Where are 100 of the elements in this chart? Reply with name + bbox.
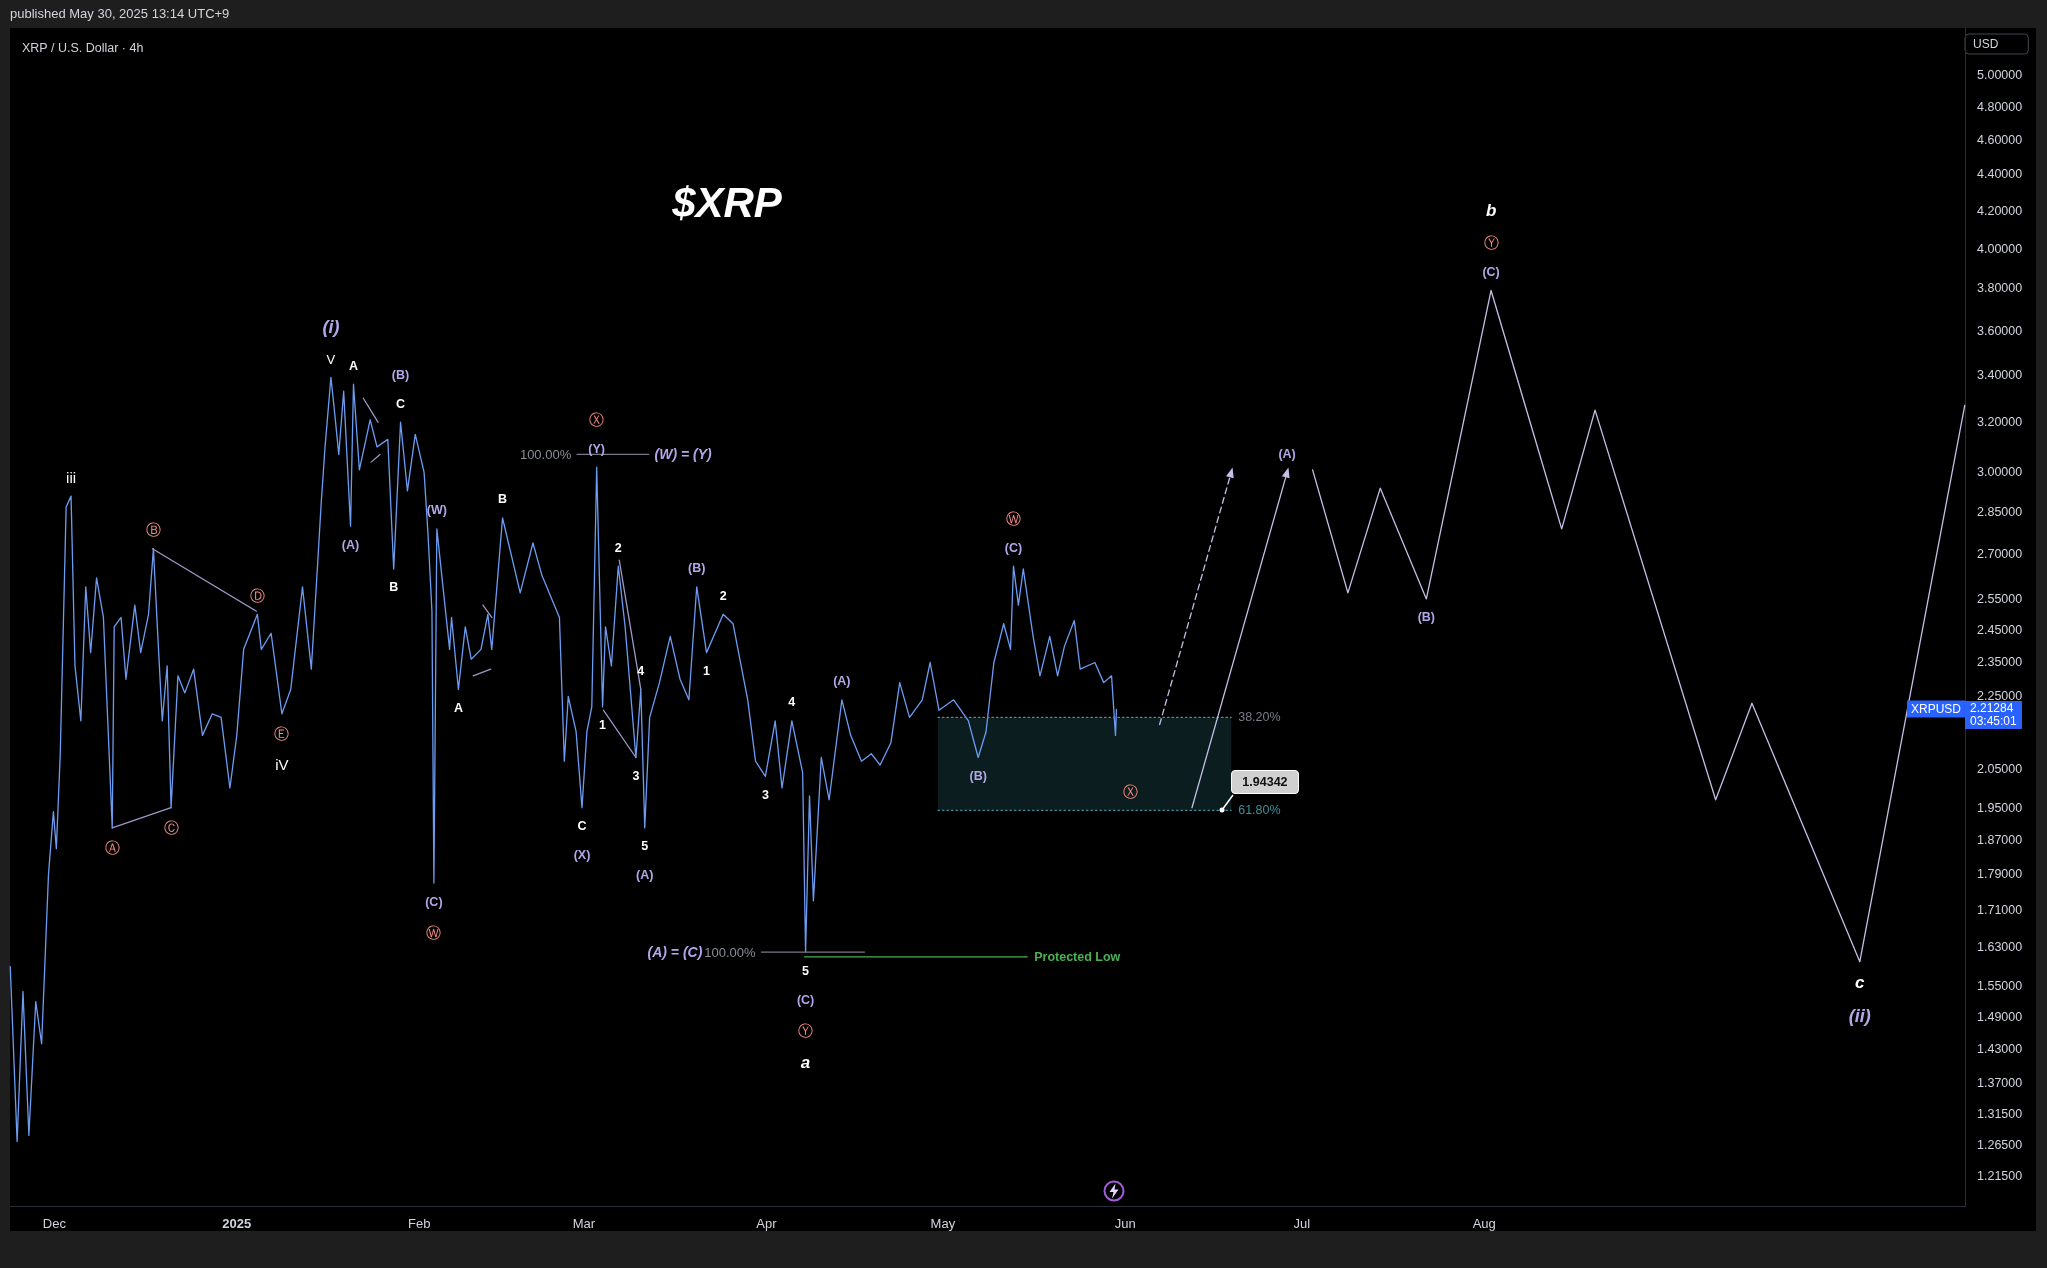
y-tick-label: 4.20000	[1977, 203, 2023, 218]
y-tick-label: 4.80000	[1977, 99, 2023, 114]
annotation: (C)	[1482, 264, 1500, 279]
annotation: C	[577, 818, 587, 833]
y-tick-label: 2.45000	[1977, 623, 2023, 638]
y-tick-label: 2.55000	[1977, 591, 2023, 606]
y-tick-label: 1.43000	[1977, 1042, 2023, 1057]
annotation: 100.00%	[519, 446, 572, 462]
series-label: 38.20%	[1238, 710, 1281, 725]
annotation: Ⓦ	[1005, 509, 1021, 527]
annotation: (B)	[1417, 610, 1436, 625]
annotation: B	[498, 492, 508, 507]
x-tick-label: Apr	[756, 1216, 778, 1231]
annotation: C	[396, 396, 406, 411]
annotation: (C)	[425, 894, 443, 909]
annotation: (W)	[426, 503, 447, 518]
annotation: Ⓧ	[1122, 782, 1138, 800]
y-tick-label: 1.21500	[1977, 1168, 2023, 1183]
annotation: V	[326, 351, 336, 367]
series-label: 61.80%	[1238, 803, 1281, 818]
annotation: Ⓦ	[426, 923, 442, 941]
x-tick-label: Dec	[42, 1216, 67, 1231]
y-tick-label: 3.00000	[1977, 465, 2023, 480]
y-tick-label: 1.95000	[1977, 800, 2023, 815]
annotation: XRPUSD	[1906, 700, 1965, 718]
annotation: (A)	[341, 537, 360, 552]
text: 2.21284	[1970, 701, 2015, 716]
annotation: (W) = (Y)	[654, 446, 712, 463]
annotation: (Y)	[588, 441, 606, 456]
annotation: B	[389, 580, 399, 595]
y-tick-label: 1.87000	[1977, 833, 2023, 848]
text: published May 30, 2025 13:14 UTC+9	[10, 6, 230, 21]
annotation: 4	[637, 663, 645, 678]
annotation: (A)	[833, 674, 851, 689]
y-tick-label: 2.25000	[1977, 689, 2023, 704]
annotation: Ⓒ	[163, 818, 179, 836]
annotation: c	[1855, 972, 1865, 992]
annotation: a	[800, 1052, 811, 1072]
annotation: A	[453, 700, 463, 715]
annotation: A	[348, 358, 358, 373]
annotation: Ⓨ	[798, 1021, 814, 1039]
x-tick-label: Jun	[1114, 1216, 1136, 1231]
y-tick-label: 2.05000	[1977, 761, 2023, 776]
annotation: (A) = (C)	[647, 944, 703, 961]
y-tick-label: 2.35000	[1977, 655, 2023, 670]
x-tick-label: Mar	[572, 1216, 596, 1231]
y-tick-label: 1.63000	[1977, 940, 2023, 955]
text: $XRP	[671, 178, 783, 226]
annotation: Ⓑ	[145, 520, 161, 538]
text: XRP / U.S. Dollar · 4h	[22, 40, 144, 55]
annotation: 1	[599, 718, 607, 733]
annotation: 100.00%	[704, 944, 756, 960]
y-tick-label: 3.20000	[1977, 415, 2023, 430]
annotation: (C)	[796, 992, 815, 1007]
annotation: (ii)	[1848, 1005, 1871, 1026]
x-tick-label: Aug	[1472, 1216, 1496, 1231]
y-tick-label: 1.71000	[1977, 902, 2023, 917]
annotation: Ⓐ	[104, 838, 120, 856]
annotation: Ⓨ	[1483, 233, 1499, 251]
y-tick-label: 1.79000	[1977, 867, 2023, 882]
y-tick-label: 4.60000	[1977, 132, 2023, 147]
line-series	[1311, 289, 1966, 963]
x-tick-label: May	[930, 1216, 956, 1231]
annotation: Ⓧ	[589, 410, 605, 428]
text: 03:45:01	[1970, 714, 2017, 729]
y-tick-label: 1.55000	[1977, 979, 2023, 994]
annotation: (A)	[1278, 446, 1296, 461]
y-tick-label: 4.00000	[1977, 241, 2023, 256]
annotation: (X)	[573, 847, 591, 862]
annotation: iV	[275, 755, 289, 773]
y-tick-label: 1.26500	[1977, 1137, 2023, 1152]
annotation: 2	[719, 588, 727, 603]
x-tick-label: Jul	[1293, 1216, 1311, 1231]
y-tick-label: 3.80000	[1977, 281, 2023, 296]
annotation: (C)	[1004, 540, 1023, 555]
annotation: (A)	[636, 868, 654, 883]
annotation: 5	[802, 963, 810, 978]
annotation: 1	[703, 663, 711, 678]
annotation: 1.94342	[1231, 770, 1299, 795]
y-tick-label: 3.40000	[1977, 368, 2023, 382]
annotation: Ⓔ	[274, 724, 290, 742]
series-label: Protected Low	[1034, 949, 1121, 964]
y-tick-label: 3.60000	[1977, 323, 2023, 338]
y-tick-label: 1.49000	[1977, 1010, 2023, 1025]
x-tick-label: Feb	[407, 1216, 431, 1231]
annotation: 5	[641, 839, 649, 854]
annotation: 3	[761, 787, 769, 802]
annotation: b	[1485, 200, 1497, 220]
y-axis-title: USD	[1973, 37, 1999, 51]
y-tick-label: 2.85000	[1977, 505, 2023, 520]
annotation: (B)	[969, 768, 987, 783]
annotation: 2	[614, 540, 622, 555]
annotation: (i)	[322, 317, 340, 338]
x-tick-label: 2025	[222, 1216, 252, 1231]
annotation: 4	[788, 695, 796, 710]
y-tick-label: 5.00000	[1977, 67, 2023, 82]
annotation: Ⓓ	[249, 586, 265, 604]
annotation: (B)	[391, 367, 410, 382]
y-tick-label: 4.40000	[1977, 167, 2023, 182]
y-tick-label: 2.70000	[1977, 547, 2023, 562]
